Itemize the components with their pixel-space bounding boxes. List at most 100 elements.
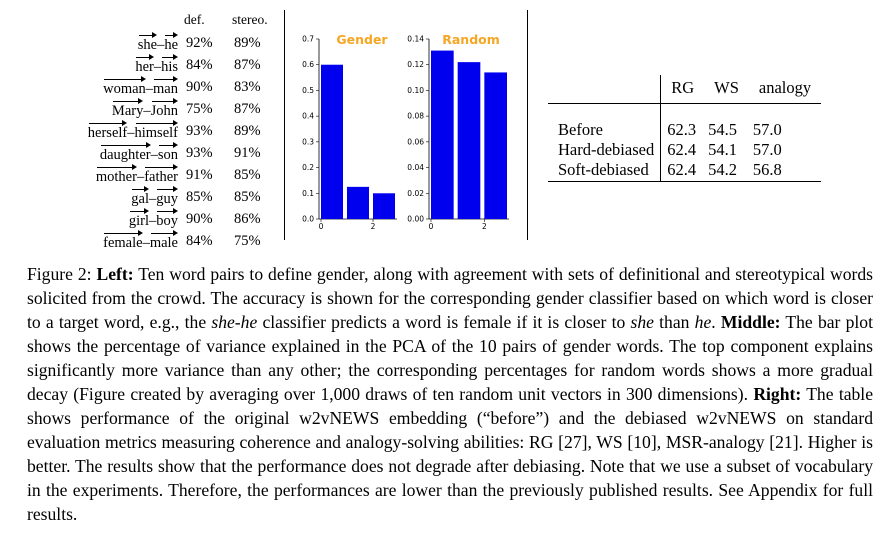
word-vector-1: she [138,32,158,53]
stereo-column-header: stereo. [232,12,268,27]
word-pair-table: def. stereo. she–he 92% 89% her–his 84% 87% wo… [40,12,280,252]
pair-dash: – [150,147,158,163]
word-vector-1: daughter [100,142,151,163]
caption-emphasis-he: he [694,312,712,332]
rg-value: 62.4 [660,140,705,160]
word-pair-table-header: def. stereo. [40,12,280,32]
pair-column-header [40,12,184,32]
pair-dash: – [149,213,157,229]
caption-text-5: The bar plot shows the percentage of var… [27,312,873,404]
rg-value: 62.3 [660,103,705,140]
bar [484,72,507,219]
y-tick-label: 0.10 [407,86,424,95]
bar [373,193,395,219]
y-tick-label: 0.6 [302,60,314,69]
stereo-value: 91% [234,144,261,161]
caption-right-label: Right: [753,384,802,404]
y-tick-label: 0.08 [407,112,424,121]
def-value: 93% [186,144,213,161]
stereo-value: 83% [234,78,261,95]
bar [457,62,481,220]
analogy-value: 57.0 [752,120,782,139]
rg-value: 62.4 [660,160,705,182]
stereo-value: 87% [234,100,261,117]
word-vector-2: his [161,54,178,75]
y-tick-label: 0.14 [407,35,424,44]
figure-caption: Figure 2: Left: Ten word pairs to define… [27,262,873,526]
word-vector-1: herself [88,120,128,141]
pair-dash: – [142,235,150,251]
pair-dash: – [153,59,162,75]
def-value: 91% [186,166,213,183]
x-tick-label: 0 [429,222,434,231]
evaluation-table: RG WS analogy Before 62.3 54.5 57.0 Hard-deb… [548,75,822,182]
y-tick-label: 0.12 [407,60,424,69]
stereo-value: 89% [234,34,261,51]
pca-variance-panel: 0.0 0.1 0.2 0.3 0.4 0.5 0.6 0.7 0 2 Gender 0.00 0.02… [284,10,528,240]
evaluation-row: Soft-debiased 62.4 54.2 56.8 [548,160,822,182]
y-tick-label: 0.4 [302,112,314,121]
word-pair-row: she–he 92% 89% [40,32,280,54]
word-pair-cell: mother–father [40,164,184,186]
caption-text-1: Ten word pairs to define gender, along w… [27,264,874,332]
rg-column-header: RG [660,75,705,104]
analogy-column-header: analogy [758,78,812,97]
row-label-header [548,75,661,104]
word-pair-cell: gal–guy [40,186,184,208]
stereo-value: 89% [234,122,261,139]
word-pair-cell: daughter–son [40,142,184,164]
def-value: 84% [186,56,213,73]
word-vector-1: female [103,230,144,251]
def-value: 90% [186,210,213,227]
y-tick-label: 0.02 [407,189,424,198]
word-vector-2: father [144,164,178,185]
x-tick-label: 0 [319,222,324,231]
word-pair-cell: herself–himself [40,120,184,142]
chart-title: Random [442,32,500,47]
stereo-value: 86% [234,210,261,227]
x-tick-label: 2 [371,222,376,231]
caption-prefix: Figure 2: [27,264,97,284]
word-pair-cell: girl–boy [40,208,184,230]
ws-column-header: WS [714,78,739,97]
word-vector-1: girl [129,208,150,229]
y-tick-label: 0.0 [302,215,314,224]
ws-value: 54.5 [708,120,738,139]
caption-emphasis-she: she [630,312,654,332]
word-pair-cell: female–male [40,230,184,252]
def-value: 92% [186,34,213,51]
analogy-value: 57.0 [752,140,782,159]
evaluation-row: Before 62.3 54.5 57.0 [548,103,821,140]
caption-text-6: The table shows performance of the origi… [27,384,874,524]
def-value: 75% [186,100,213,117]
y-tick-label: 0.5 [302,86,314,95]
word-vector-1: Mary [112,98,144,119]
x-tick-label: 2 [482,222,487,231]
bar [431,50,454,220]
y-tick-label: 0.1 [302,189,314,198]
caption-emphasis-she-he: she-he [211,312,258,332]
word-vector-1: her [135,54,154,75]
word-pair-cell: her–his [40,54,184,76]
method-label: Hard-debiased [558,140,655,159]
word-pair-cell: she–he [40,32,184,54]
y-tick-label: 0.00 [407,215,424,224]
caption-middle-label: Middle: [720,312,781,332]
chart-title: Gender [336,32,388,47]
word-vector-2: male [150,230,179,251]
pair-dash: – [143,103,151,119]
word-vector-2: he [164,32,178,53]
caption-left-label: Left: [96,264,134,284]
word-pair-row: daughter–son 93% 91% [40,142,280,164]
pair-dash: – [145,81,154,97]
word-vector-2: son [158,142,179,163]
def-value: 85% [186,188,213,205]
stereo-value: 85% [234,188,261,205]
evaluation-row: Hard-debiased 62.4 54.1 57.0 [548,140,821,160]
word-vector-2: boy [156,208,178,229]
pca-variance-charts: 0.0 0.1 0.2 0.3 0.4 0.5 0.6 0.7 0 2 Gender 0.00 0.02… [302,32,509,231]
stereo-value: 85% [234,166,261,183]
word-vector-1: mother [96,164,138,185]
word-pair-row: female–male 84% 75% [40,230,280,252]
word-vector-1: woman [103,76,146,97]
